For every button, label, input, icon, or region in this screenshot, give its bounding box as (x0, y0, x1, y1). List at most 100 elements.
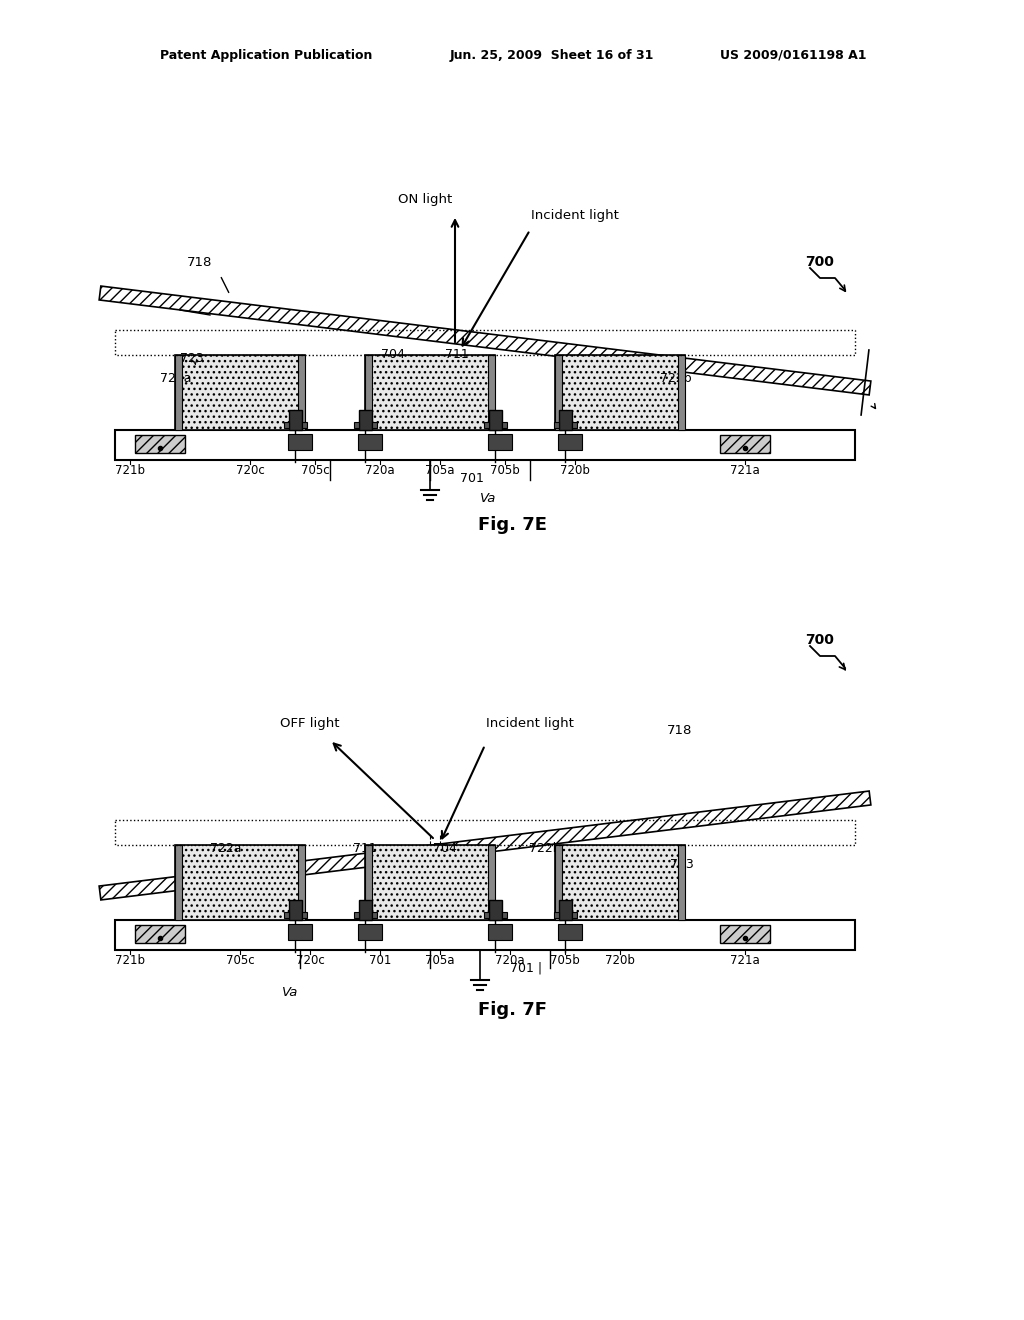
Text: 720a: 720a (366, 463, 395, 477)
Bar (555, 845, 685, 920)
Text: 722b: 722b (529, 842, 561, 854)
Bar (288, 434, 312, 450)
Bar (554, 912, 558, 917)
Text: Patent Application Publication: Patent Application Publication (160, 49, 373, 62)
Bar (678, 845, 685, 920)
Text: 711: 711 (445, 348, 469, 362)
Bar (488, 355, 495, 430)
Text: 718: 718 (187, 256, 213, 269)
Bar (175, 845, 305, 920)
Bar (720, 925, 770, 942)
Text: 704: 704 (381, 348, 406, 362)
Bar (555, 845, 562, 920)
Bar (175, 845, 182, 920)
Bar (353, 912, 358, 917)
Text: 705c: 705c (225, 953, 254, 966)
Text: 704: 704 (433, 842, 457, 854)
Bar (502, 422, 507, 428)
Text: 701 |: 701 | (510, 961, 542, 974)
Bar (488, 845, 495, 920)
Bar (554, 422, 558, 428)
Bar (558, 900, 571, 920)
Text: Incident light: Incident light (531, 209, 618, 222)
Bar (289, 900, 301, 920)
Bar (284, 422, 289, 428)
Bar (115, 920, 855, 950)
Bar (298, 845, 305, 920)
Text: 705b: 705b (490, 463, 520, 477)
Text: 721b: 721b (115, 953, 145, 966)
Bar (298, 355, 305, 430)
Text: 701: 701 (369, 953, 391, 966)
Bar (115, 820, 855, 845)
Text: 722a: 722a (160, 371, 191, 384)
Text: 711: 711 (353, 842, 377, 854)
Text: Fig. 7F: Fig. 7F (477, 1001, 547, 1019)
Text: 705c: 705c (301, 463, 330, 477)
Bar (175, 355, 305, 430)
Bar (488, 434, 512, 450)
Bar (301, 422, 306, 428)
Bar (720, 436, 770, 453)
Text: Fig. 7E: Fig. 7E (477, 516, 547, 535)
Bar (483, 912, 488, 917)
Bar (353, 422, 358, 428)
Text: 700: 700 (806, 255, 835, 269)
Text: Jun. 25, 2009  Sheet 16 of 31: Jun. 25, 2009 Sheet 16 of 31 (450, 49, 654, 62)
Bar (555, 355, 562, 430)
Text: US 2009/0161198 A1: US 2009/0161198 A1 (720, 49, 866, 62)
Text: 723: 723 (670, 858, 693, 871)
Bar (175, 355, 182, 430)
Text: 721b: 721b (115, 463, 145, 477)
Text: 701: 701 (460, 471, 484, 484)
Bar (288, 924, 312, 940)
Bar (488, 924, 512, 940)
Bar (301, 912, 306, 917)
Bar (502, 912, 507, 917)
Text: Incident light: Incident light (486, 717, 573, 730)
Text: Va: Va (282, 986, 298, 998)
Text: 721a: 721a (730, 953, 760, 966)
Bar (135, 925, 185, 942)
Bar (358, 924, 382, 940)
Text: 722b: 722b (660, 371, 691, 384)
Text: 720a: 720a (496, 953, 525, 966)
Bar (571, 422, 577, 428)
Bar (135, 436, 185, 453)
Bar (365, 845, 372, 920)
Bar (483, 422, 488, 428)
Bar (372, 422, 377, 428)
Bar (488, 411, 502, 430)
Text: 720b: 720b (560, 463, 590, 477)
Bar (372, 912, 377, 917)
Bar (558, 434, 582, 450)
Bar (488, 900, 502, 920)
Bar (289, 411, 301, 430)
Bar (358, 411, 372, 430)
Text: 705a: 705a (425, 463, 455, 477)
Bar (284, 912, 289, 917)
Text: ON light: ON light (398, 194, 453, 206)
Text: Va: Va (480, 491, 497, 504)
Bar (358, 900, 372, 920)
Bar (365, 355, 372, 430)
Bar (365, 845, 495, 920)
Bar (358, 434, 382, 450)
Bar (365, 355, 495, 430)
Text: 705b: 705b (550, 953, 580, 966)
Text: 718: 718 (668, 723, 692, 737)
Bar (571, 912, 577, 917)
Text: 722a: 722a (210, 842, 242, 854)
Bar (115, 430, 855, 459)
Bar (678, 355, 685, 430)
Bar (555, 355, 685, 430)
Text: OFF light: OFF light (281, 717, 340, 730)
Text: 720b: 720b (605, 953, 635, 966)
Text: 721a: 721a (730, 463, 760, 477)
Text: 720c: 720c (236, 463, 264, 477)
Text: 723: 723 (180, 351, 204, 364)
Text: 700: 700 (806, 634, 835, 647)
Bar (115, 330, 855, 355)
Bar (558, 924, 582, 940)
Text: 720c: 720c (296, 953, 325, 966)
